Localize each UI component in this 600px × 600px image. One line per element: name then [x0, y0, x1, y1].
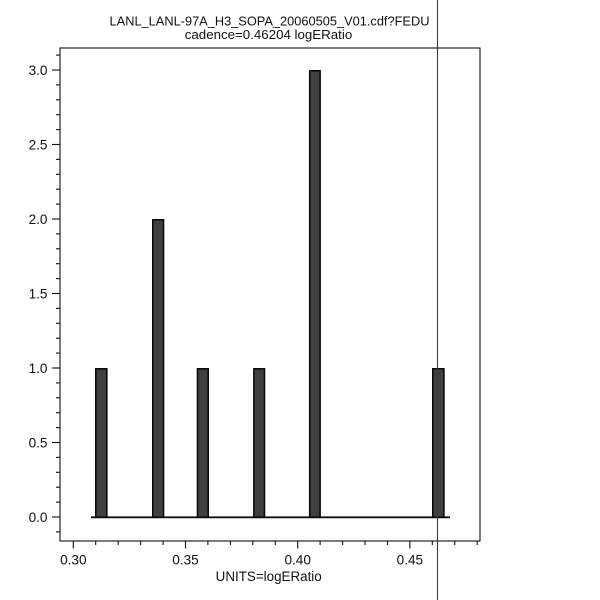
svg-text:2.5: 2.5 [29, 137, 48, 152]
svg-text:0.5: 0.5 [29, 435, 48, 450]
svg-text:0.0: 0.0 [29, 510, 48, 525]
svg-text:LANL_LANL-97A_H3_SOPA_20060505: LANL_LANL-97A_H3_SOPA_20060505_V01.cdf?F… [110, 14, 430, 29]
svg-text:0.45: 0.45 [397, 552, 423, 567]
svg-text:UNITS=logERatio: UNITS=logERatio [216, 569, 322, 584]
svg-text:3.0: 3.0 [29, 63, 48, 78]
svg-text:1.5: 1.5 [29, 286, 48, 301]
svg-text:1.0: 1.0 [29, 361, 48, 376]
svg-text:0.35: 0.35 [172, 552, 198, 567]
svg-text:2.0: 2.0 [29, 212, 48, 227]
svg-text:0.30: 0.30 [60, 552, 87, 567]
svg-text:cadence=0.46204 logERatio: cadence=0.46204 logERatio [185, 27, 352, 42]
svg-text:0.40: 0.40 [284, 552, 311, 567]
